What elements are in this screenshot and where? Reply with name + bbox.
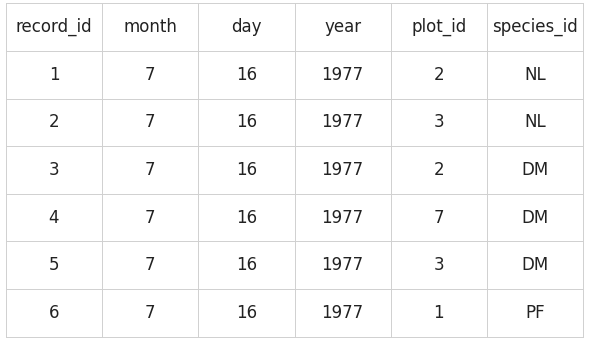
Text: year: year: [324, 18, 361, 36]
Text: month: month: [123, 18, 177, 36]
Text: DM: DM: [521, 256, 548, 274]
Text: NL: NL: [524, 66, 546, 84]
Text: 2: 2: [49, 114, 59, 131]
Text: 7: 7: [145, 256, 155, 274]
Text: 1977: 1977: [322, 209, 363, 226]
Text: NL: NL: [524, 114, 546, 131]
Text: 3: 3: [434, 256, 444, 274]
Text: 5: 5: [49, 256, 59, 274]
Text: 16: 16: [236, 209, 257, 226]
Text: 7: 7: [145, 209, 155, 226]
Text: 2: 2: [434, 161, 444, 179]
Text: 7: 7: [145, 114, 155, 131]
Text: 7: 7: [434, 209, 444, 226]
Text: 1: 1: [49, 66, 59, 84]
Text: 16: 16: [236, 256, 257, 274]
Text: 16: 16: [236, 114, 257, 131]
Text: PF: PF: [525, 304, 545, 322]
Text: 2: 2: [434, 66, 444, 84]
Text: 1: 1: [434, 304, 444, 322]
Text: 16: 16: [236, 161, 257, 179]
Text: plot_id: plot_id: [411, 18, 466, 36]
Text: 1977: 1977: [322, 66, 363, 84]
Text: 1977: 1977: [322, 161, 363, 179]
Text: 7: 7: [145, 161, 155, 179]
Text: 1977: 1977: [322, 114, 363, 131]
Text: DM: DM: [521, 209, 548, 226]
Text: 4: 4: [49, 209, 59, 226]
Text: 7: 7: [145, 304, 155, 322]
Text: 6: 6: [49, 304, 59, 322]
Text: DM: DM: [521, 161, 548, 179]
Text: 3: 3: [434, 114, 444, 131]
Text: species_id: species_id: [492, 18, 578, 36]
Text: day: day: [231, 18, 262, 36]
Text: 7: 7: [145, 66, 155, 84]
Text: 1977: 1977: [322, 304, 363, 322]
Text: record_id: record_id: [16, 18, 92, 36]
Text: 16: 16: [236, 304, 257, 322]
Text: 1977: 1977: [322, 256, 363, 274]
Text: 16: 16: [236, 66, 257, 84]
Text: 3: 3: [49, 161, 59, 179]
